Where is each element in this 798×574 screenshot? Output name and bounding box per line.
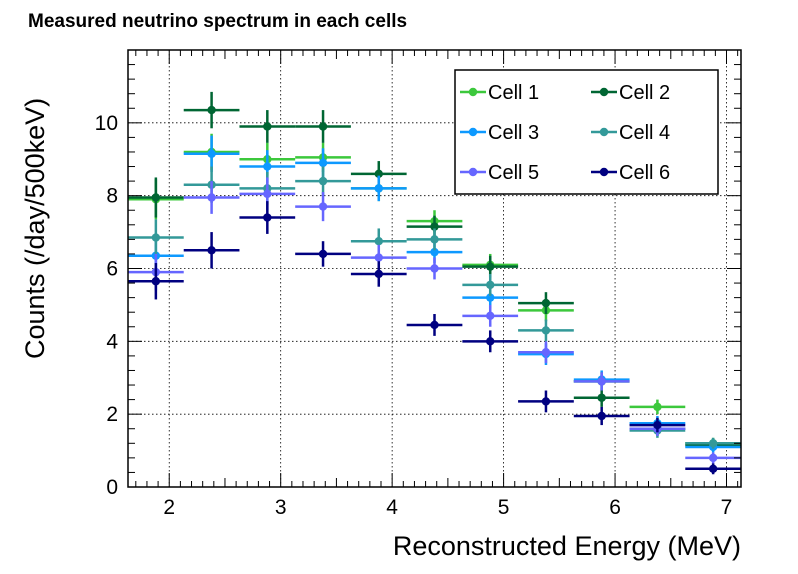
data-point: [318, 158, 328, 168]
legend-marker: [599, 127, 609, 137]
data-point: [486, 293, 495, 302]
data-point: [430, 320, 439, 330]
data-point: [374, 253, 383, 262]
y-axis-title: Counts (/day/500keV): [20, 98, 50, 359]
legend-marker: [468, 167, 478, 177]
data-point: [541, 326, 551, 335]
data-point: [541, 298, 551, 308]
legend-box: [454, 69, 719, 195]
y-tick-label: 2: [106, 403, 118, 426]
data-point: [486, 337, 495, 346]
data-point: [318, 176, 328, 186]
x-tick-label: 2: [163, 496, 175, 519]
legend-entry: Cell 2: [591, 82, 670, 104]
data-point: [207, 246, 216, 255]
data-point: [430, 222, 439, 231]
tick-labels: 2 3 4 5 6 7 0 2 4 6 8 10: [95, 112, 733, 519]
series-5: [128, 177, 741, 464]
legend-entry: Cell 4: [591, 122, 670, 144]
x-tick-label: 3: [275, 496, 287, 519]
y-tick-label: 4: [106, 330, 118, 353]
x-tick-label: 7: [721, 496, 733, 519]
legend-entry: Cell 5: [460, 162, 539, 184]
y-tick-label: 8: [106, 185, 118, 208]
data-point: [263, 213, 272, 222]
axis-ticks: [128, 49, 741, 488]
legend-marker: [468, 127, 478, 137]
data-point: [430, 235, 439, 244]
data-point: [207, 105, 216, 115]
data-point: [541, 348, 551, 357]
data-point: [318, 122, 328, 131]
x-tick-label: 5: [498, 496, 510, 519]
data-point: [597, 377, 606, 386]
data-point: [430, 247, 439, 257]
data-point: [430, 264, 439, 273]
data-point: [151, 233, 161, 242]
data-point: [374, 269, 383, 279]
data-point: [597, 411, 606, 421]
x-tick-label: 4: [386, 496, 398, 519]
data-layer: [128, 91, 741, 475]
data-point: [708, 464, 718, 473]
legend-marker: [468, 87, 478, 97]
chart-title: Measured neutrino spectrum in each cells: [28, 11, 407, 32]
data-point: [486, 262, 495, 271]
data-point: [653, 402, 662, 412]
data-point: [597, 393, 606, 402]
y-tick-label: 10: [95, 112, 118, 135]
x-axis-title: Reconstructed Energy (MeV): [393, 531, 741, 561]
y-tick-label: 0: [106, 476, 118, 499]
legend-entry: Cell 3: [460, 122, 539, 144]
legend: Cell 1 Cell 2 Cell 3 Cell 4 Cell 5 Cell 6: [454, 69, 719, 195]
y-tick-label: 6: [106, 258, 118, 281]
data-point: [374, 236, 383, 246]
data-point: [486, 311, 495, 321]
legend-label: Cell 1: [488, 82, 539, 104]
data-point: [318, 249, 328, 259]
legend-entry: Cell 6: [591, 162, 670, 184]
data-point: [653, 420, 662, 430]
legend-label: Cell 3: [488, 122, 539, 144]
data-point: [263, 162, 272, 171]
data-point: [151, 277, 161, 286]
legend-label: Cell 5: [488, 162, 539, 184]
data-point: [151, 193, 161, 202]
legend-entry: Cell 1: [460, 82, 539, 104]
data-point: [541, 397, 551, 406]
series-6: [128, 201, 741, 475]
data-point: [263, 189, 272, 199]
data-point: [374, 169, 383, 179]
data-point: [263, 122, 272, 131]
legend-marker: [599, 87, 609, 97]
legend-marker: [599, 167, 609, 177]
legend-label: Cell 6: [619, 162, 670, 184]
legend-label: Cell 4: [619, 122, 670, 144]
data-point: [708, 439, 718, 448]
x-tick-label: 6: [609, 496, 621, 519]
data-point: [318, 202, 328, 211]
data-point: [708, 453, 718, 463]
data-point: [374, 184, 383, 193]
data-point: [207, 193, 216, 202]
data-point: [486, 280, 495, 290]
legend-label: Cell 2: [619, 82, 670, 104]
data-point: [207, 149, 216, 158]
